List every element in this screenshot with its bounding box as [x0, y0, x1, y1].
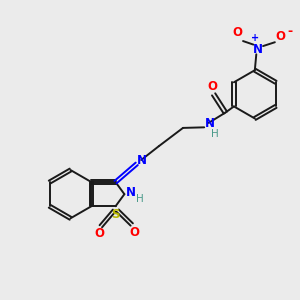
- Text: O: O: [129, 226, 139, 239]
- Text: H: H: [136, 194, 144, 205]
- Text: O: O: [207, 80, 217, 94]
- Text: N: N: [126, 186, 136, 199]
- Text: N: N: [137, 154, 147, 167]
- Text: N: N: [205, 117, 214, 130]
- Text: O: O: [94, 227, 104, 240]
- Text: O: O: [232, 26, 242, 39]
- Text: -: -: [287, 25, 292, 38]
- Text: N: N: [253, 43, 263, 56]
- Text: O: O: [276, 30, 286, 43]
- Text: H: H: [211, 129, 218, 139]
- Text: +: +: [251, 33, 259, 43]
- Text: S: S: [111, 208, 120, 221]
